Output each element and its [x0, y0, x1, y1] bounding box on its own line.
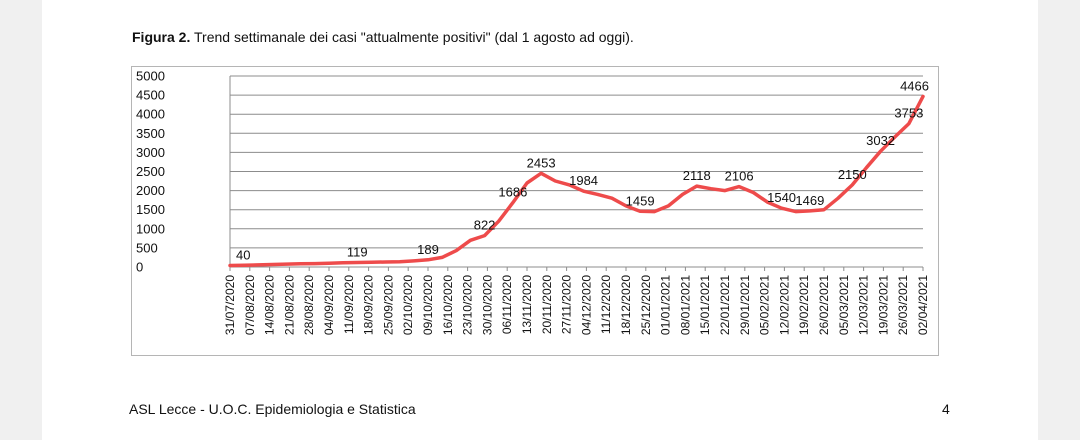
x-tick-label: 28/08/2020: [302, 275, 316, 335]
data-label: 1686: [498, 185, 527, 200]
x-tick-label: 19/02/2021: [797, 275, 811, 335]
x-tick-label: 18/09/2020: [362, 275, 376, 335]
line-chart: 0 500 1000 1500 2000 2500 3000 3500 4000 4500 5000…: [136, 69, 930, 336]
x-tick-label: 25/09/2020: [381, 275, 395, 335]
figure-label: Figura 2.: [132, 29, 191, 45]
chart-frame: 0 500 1000 1500 2000 2500 3000 3500 4000 4500 5000…: [131, 66, 939, 356]
data-label: 1459: [626, 193, 655, 208]
data-label: 2453: [527, 155, 556, 170]
data-label: 3032: [866, 133, 895, 148]
data-label: 2150: [838, 167, 867, 182]
x-tick-label: 22/01/2021: [718, 275, 732, 335]
x-tick-label: 13/11/2020: [520, 275, 534, 334]
x-tick-label: 01/01/2021: [659, 275, 673, 335]
page-number: 4: [942, 401, 950, 417]
x-tick-label: 19/03/2021: [876, 275, 890, 335]
x-tick-label: 21/08/2020: [282, 275, 296, 335]
x-tick-label: 02/04/2021: [916, 275, 930, 335]
x-tick-label: 12/03/2021: [857, 275, 871, 335]
series-line: [228, 94, 925, 268]
x-tick-label: 16/10/2020: [441, 275, 455, 335]
x-tick-label: 29/01/2021: [738, 275, 752, 335]
data-label: 40: [236, 247, 250, 262]
y-tick-label: 5000: [136, 69, 165, 84]
x-tick-label: 08/01/2021: [678, 275, 692, 335]
x-tick-label: 31/07/2020: [223, 275, 237, 335]
x-tick-label: 18/12/2020: [619, 275, 633, 335]
x-tick-label: 20/11/2020: [540, 275, 554, 334]
data-label: 4466: [900, 78, 929, 93]
data-label: 119: [347, 244, 368, 259]
y-tick-label: 2000: [136, 183, 165, 198]
x-tick-label: 27/11/2020: [560, 275, 574, 334]
data-label: 1540: [767, 190, 796, 205]
x-tick-label: 04/09/2020: [322, 275, 336, 335]
y-tick-label: 4000: [136, 107, 165, 122]
figure-caption-text: Trend settimanale dei casi "attualmente …: [194, 29, 634, 45]
data-label: 189: [417, 242, 439, 257]
y-tick-label: 500: [136, 240, 158, 255]
x-tick-label: 06/11/2020: [500, 275, 514, 334]
x-tick-label: 09/10/2020: [421, 275, 435, 335]
data-label: 2106: [725, 169, 754, 184]
data-label: 1469: [795, 193, 824, 208]
y-tick-label: 1500: [136, 202, 165, 217]
x-tick-label: 14/08/2020: [263, 275, 277, 335]
y-tick-label: 1000: [136, 221, 165, 236]
footer-organization: ASL Lecce - U.O.C. Epidemiologia e Stati…: [129, 401, 416, 417]
x-tick-label: 11/12/2020: [599, 275, 613, 334]
x-tick-label: 23/10/2020: [461, 275, 475, 335]
y-tick-label: 2500: [136, 164, 165, 179]
x-tick-label: 04/12/2020: [579, 275, 593, 335]
data-label: 822: [474, 218, 496, 233]
x-tick-label: 12/02/2021: [777, 275, 791, 335]
x-tick-label: 07/08/2020: [243, 275, 257, 335]
y-tick-label: 4500: [136, 88, 165, 103]
y-tick-label: 0: [136, 260, 143, 275]
x-tick-label: 11/09/2020: [342, 275, 356, 334]
x-tick-label: 25/12/2020: [639, 275, 653, 335]
x-tick-label: 30/10/2020: [480, 275, 494, 335]
x-tick-label: 05/02/2021: [758, 275, 772, 335]
x-tick-label: 05/03/2021: [837, 275, 851, 335]
figure-caption: Figura 2. Trend settimanale dei casi "at…: [132, 29, 634, 45]
data-label: 1984: [569, 173, 598, 188]
y-tick-label: 3500: [136, 126, 165, 141]
x-tick-label: 26/03/2021: [896, 275, 910, 335]
data-label: 2118: [683, 168, 711, 183]
data-label: 3753: [894, 106, 923, 121]
x-tick-label: 15/01/2021: [698, 275, 712, 335]
document-page: Figura 2. Trend settimanale dei casi "at…: [42, 0, 1038, 440]
y-tick-label: 3000: [136, 145, 165, 160]
x-tick-label: 26/02/2021: [817, 275, 831, 335]
x-tick-label: 02/10/2020: [401, 275, 415, 335]
